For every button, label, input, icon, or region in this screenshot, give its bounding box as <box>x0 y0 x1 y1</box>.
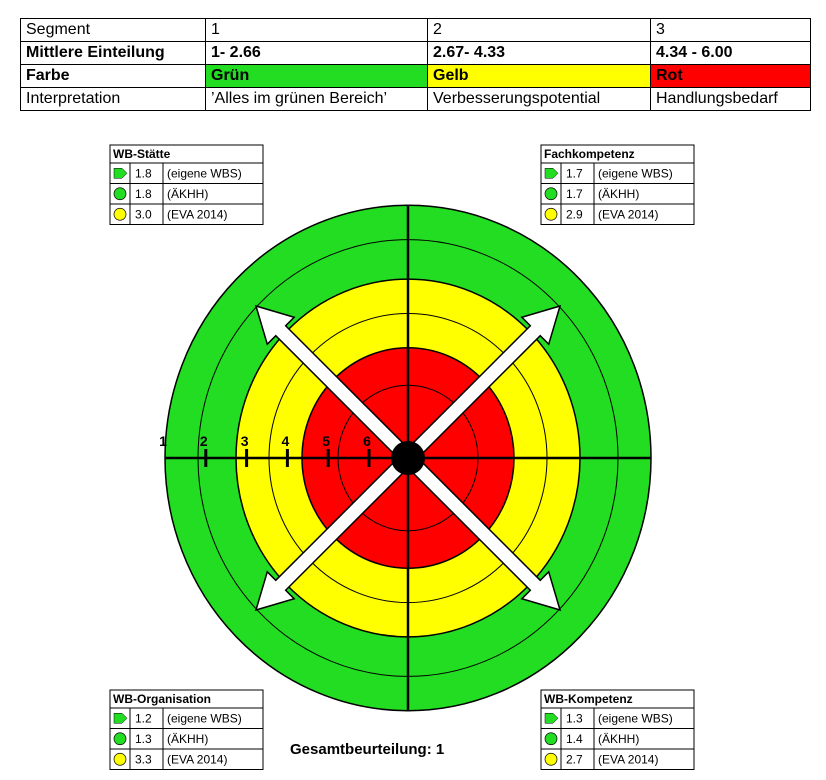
icon-circle <box>113 732 127 746</box>
icon-circle <box>544 207 558 221</box>
box-frame <box>540 689 695 770</box>
icon-circle <box>544 752 558 766</box>
box-value: 1.7 <box>566 187 583 201</box>
box-value: 1.7 <box>566 166 583 180</box>
box-label: (EVA 2014) <box>167 207 227 221</box>
table-cell: Interpretation <box>20 87 206 111</box>
icon-arrow <box>113 713 128 724</box>
box-value: 1.8 <box>135 166 152 180</box>
table-cell: ’Alles im grünen Bereich’ <box>205 87 428 111</box>
box-label: (EVA 2014) <box>167 752 227 766</box>
box-value: 1.2 <box>135 711 152 725</box>
box-title: WB-Kompetenz <box>544 692 633 706</box>
scale-label: 1 <box>159 433 167 449</box>
icon-arrow <box>544 713 559 724</box>
table-cell: 1 <box>205 18 428 42</box>
table-cell: Mittlere Einteilung <box>20 41 206 65</box>
box-label: (EVA 2014) <box>598 207 658 221</box>
box-value: 1.4 <box>566 732 583 746</box>
box-value: 1.3 <box>135 732 152 746</box>
box-title: Fachkompetenz <box>544 147 635 161</box>
box-title: WB-Organisation <box>113 692 211 706</box>
box-label: (eigene WBS) <box>598 711 673 725</box>
box-value: 2.9 <box>566 207 583 221</box>
box-value: 2.7 <box>566 752 583 766</box>
box-label: (eigene WBS) <box>598 166 673 180</box>
box-value: 3.0 <box>135 207 152 221</box>
box-label: (eigene WBS) <box>167 711 242 725</box>
box-value: 3.3 <box>135 752 152 766</box>
table-cell: Segment <box>20 18 206 42</box>
scale-label: 2 <box>200 433 208 449</box>
legend-box: WB-Stätte 1.8 (eigene WBS) 1.8 (ÄKHH) 3.0 (EVA… <box>109 144 264 225</box>
box-value: 1.8 <box>135 187 152 201</box>
box-frame <box>540 144 695 225</box>
table-cell: Rot <box>650 64 811 88</box>
summary: Gesamtbeurteilung: 1 <box>290 741 444 758</box>
box-label: (ÄKHH) <box>598 732 639 746</box>
scale-label: 4 <box>282 433 290 449</box>
center-dot <box>391 441 425 475</box>
box-frame <box>109 689 264 770</box>
icon-circle <box>113 752 127 766</box>
box-label: (ÄKHH) <box>167 732 208 746</box>
legend-box: WB-Organisation 1.2 (eigene WBS) 1.3 (ÄKHH) 3… <box>109 689 264 770</box>
box-label: (ÄKHH) <box>167 187 208 201</box>
segment-table: Segment 1 2 3 Mittlere Einteilung 1- 2.66 2.67… <box>20 18 811 111</box>
box-label: (eigene WBS) <box>167 166 242 180</box>
table-cell: 1- 2.66 <box>205 41 428 65</box>
legend-box: WB-Kompetenz 1.3 (eigene WBS) 1.4 (ÄKHH) 2.7 (… <box>540 689 695 770</box>
legend-box: Fachkompetenz 1.7 (eigene WBS) 1.7 (ÄKHH) 2.9… <box>540 144 695 225</box>
table-row: Interpretation ’Alles im grünen Bereich’ V… <box>20 87 811 111</box>
box-frame <box>109 144 264 225</box>
box-label: (ÄKHH) <box>598 187 639 201</box>
scale-label: 3 <box>241 433 249 449</box>
icon-circle <box>113 207 127 221</box>
icon-circle <box>113 187 127 201</box>
icon-circle <box>544 732 558 746</box>
table-cell: Grün <box>205 64 428 88</box>
table-cell: 2.67- 4.33 <box>427 41 651 65</box>
box-title: WB-Stätte <box>113 147 171 161</box>
box-label: (EVA 2014) <box>598 752 658 766</box>
icon-circle <box>544 187 558 201</box>
box-value: 1.3 <box>566 711 583 725</box>
icon-arrow <box>544 168 559 179</box>
table-cell: Handlungsbedarf <box>650 87 811 111</box>
icon-arrow <box>113 168 128 179</box>
scale-label: 5 <box>322 433 330 449</box>
table-row: Segment 1 2 3 <box>20 18 811 42</box>
scale-label: 6 <box>363 433 371 449</box>
table-cell: Verbesserungspotential <box>427 87 651 111</box>
